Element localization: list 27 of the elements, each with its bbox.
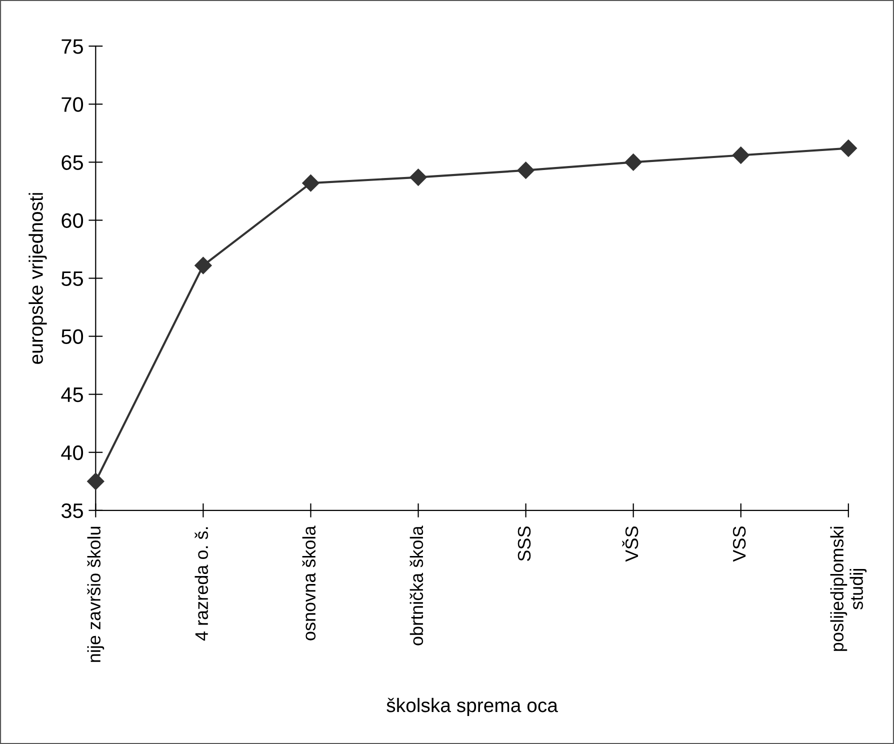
y-tick-label: 45 (61, 388, 83, 402)
x-tick-label: VŠS (622, 526, 638, 562)
y-tick-label: 35 (61, 503, 83, 518)
point (517, 162, 534, 179)
point (302, 174, 320, 192)
y-tick-label: 75 (62, 39, 83, 54)
point (624, 154, 642, 171)
y-tick-label: 50 (62, 329, 84, 344)
x-tick-label: SSS (518, 526, 531, 561)
point (410, 168, 427, 186)
y-axis-title: europske vrijednosti (28, 193, 47, 364)
y-tick-label: 55 (62, 271, 83, 286)
point (87, 472, 104, 490)
y-tick-label: 60 (62, 213, 84, 228)
y-tick-label: 40 (61, 445, 84, 460)
x-tick-label: nije završio školu (87, 526, 104, 662)
point (840, 140, 857, 157)
y-tick-label: 70 (62, 97, 84, 112)
x-tick-label: obrtnička škola (410, 526, 424, 646)
x-tick-label: poslijediplomski studij (830, 526, 867, 651)
x-tick-label: 4 razreda o. š. (194, 527, 208, 641)
x-axis-title: školska sprema oca (386, 698, 558, 716)
point (194, 256, 212, 274)
x-tick-label: VSS (732, 526, 746, 562)
y-tick-label: 65 (62, 155, 83, 170)
point (732, 146, 750, 164)
x-tick-label: osnovna škola (302, 526, 316, 640)
